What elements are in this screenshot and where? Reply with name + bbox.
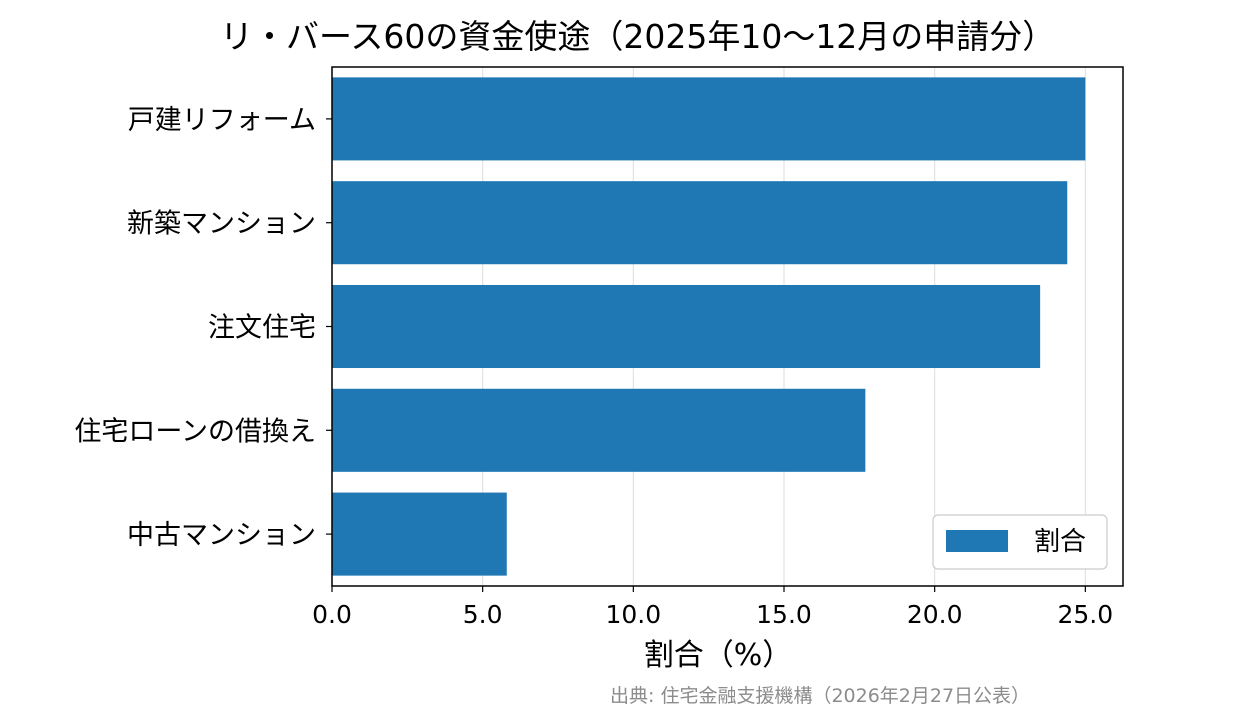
bar bbox=[332, 284, 1041, 369]
y-category-label: 注文住宅 bbox=[208, 313, 316, 344]
x-tick-label: 5.0 bbox=[463, 600, 503, 629]
x-axis-label: 割合（%） bbox=[644, 638, 793, 673]
source-note: 出典: 住宅金融支援機構（2026年2月27日公表） bbox=[610, 685, 1031, 707]
y-category-label: 中古マンション bbox=[127, 520, 316, 551]
x-tick-label: 10.0 bbox=[605, 600, 661, 629]
bar bbox=[332, 77, 1086, 161]
y-category-label: 戸建リフォーム bbox=[128, 105, 316, 136]
x-tick-label: 25.0 bbox=[1057, 600, 1113, 629]
legend-frame bbox=[932, 514, 1108, 570]
bar bbox=[332, 181, 1068, 265]
x-tick-label: 20.0 bbox=[907, 600, 963, 629]
x-tick-label: 15.0 bbox=[756, 600, 812, 629]
x-tick-label: 0.0 bbox=[312, 600, 352, 629]
y-category-label: 住宅ローンの借換え bbox=[74, 416, 316, 447]
bar bbox=[332, 492, 507, 576]
legend-label: 割合 bbox=[1034, 527, 1086, 557]
chart-title: リ・バース60の資金使途（2025年10〜12月の申請分） bbox=[220, 17, 1056, 56]
x-ticks: 0.0 5.0 10.0 15.0 20.0 25.0 bbox=[312, 586, 1113, 629]
legend: 割合 bbox=[932, 514, 1108, 570]
bar bbox=[332, 388, 866, 472]
bars bbox=[332, 77, 1086, 576]
legend-swatch bbox=[946, 530, 1008, 552]
y-category-label: 新築マンション bbox=[127, 209, 316, 240]
